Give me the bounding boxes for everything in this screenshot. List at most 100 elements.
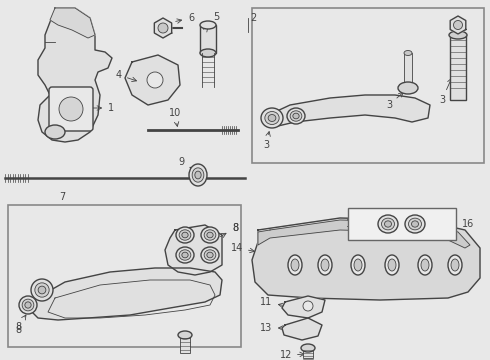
Ellipse shape [19,296,37,314]
Bar [348,208,456,240]
Ellipse shape [261,108,283,128]
Text: 15: 15 [345,219,358,229]
Text: 3: 3 [386,93,403,110]
Polygon shape [275,95,430,126]
Ellipse shape [290,111,302,121]
Text: 4: 4 [116,70,137,81]
Ellipse shape [200,49,216,57]
Ellipse shape [421,259,429,271]
Text: 10: 10 [169,108,181,126]
Polygon shape [258,220,470,248]
Bar [200,25,216,53]
Text: 2: 2 [250,13,256,23]
Polygon shape [282,318,322,340]
Ellipse shape [385,255,399,275]
Ellipse shape [451,259,459,271]
Bar [404,53,412,88]
Ellipse shape [351,255,365,275]
Ellipse shape [207,252,213,258]
Ellipse shape [201,227,219,243]
Ellipse shape [25,302,31,308]
Ellipse shape [378,215,398,233]
Text: 8: 8 [232,223,238,233]
Bar [252,8,484,163]
FancyBboxPatch shape [49,87,93,131]
Text: 11: 11 [260,297,283,307]
Ellipse shape [31,279,53,301]
Text: 1: 1 [88,103,114,113]
Polygon shape [50,8,95,38]
Ellipse shape [35,283,49,297]
Bar [450,35,466,100]
Ellipse shape [179,250,191,260]
Ellipse shape [382,218,394,230]
Ellipse shape [291,259,299,271]
Ellipse shape [182,232,188,238]
Ellipse shape [412,221,418,227]
Ellipse shape [195,171,201,179]
Ellipse shape [178,331,192,339]
Ellipse shape [354,259,362,271]
Ellipse shape [179,230,191,240]
Text: 5: 5 [203,12,219,32]
Ellipse shape [201,247,219,263]
Ellipse shape [388,259,396,271]
Ellipse shape [176,247,194,263]
Circle shape [147,72,163,88]
Ellipse shape [204,250,216,260]
Polygon shape [282,296,325,318]
Polygon shape [165,225,222,275]
Ellipse shape [418,255,432,275]
Text: 12: 12 [280,350,304,360]
Circle shape [454,21,463,30]
Text: 3: 3 [439,78,452,105]
Ellipse shape [318,255,332,275]
Ellipse shape [192,168,204,182]
Ellipse shape [200,21,216,29]
Ellipse shape [405,215,425,233]
Text: 15: 15 [347,219,373,229]
Ellipse shape [176,227,194,243]
Text: 8: 8 [15,325,21,335]
Text: 6: 6 [176,13,194,23]
Polygon shape [154,18,171,38]
Ellipse shape [449,31,467,39]
Polygon shape [125,55,180,105]
Ellipse shape [287,108,305,124]
Bar [8,205,241,347]
Bar [180,335,190,353]
Ellipse shape [448,255,462,275]
Ellipse shape [22,299,34,311]
Text: 13: 13 [260,323,283,333]
Text: 8: 8 [15,315,26,332]
Polygon shape [38,8,112,142]
Polygon shape [252,218,480,300]
Text: 8: 8 [220,223,238,238]
Ellipse shape [204,230,216,240]
Polygon shape [28,268,222,320]
Ellipse shape [385,221,392,227]
Ellipse shape [207,232,213,238]
Bar [303,348,313,358]
Text: 9: 9 [178,157,196,171]
Ellipse shape [38,286,46,294]
Ellipse shape [293,113,299,119]
Ellipse shape [398,82,418,94]
Text: 16: 16 [462,219,474,229]
Ellipse shape [268,114,276,122]
Ellipse shape [301,344,315,352]
Ellipse shape [409,218,421,230]
Ellipse shape [288,255,302,275]
Circle shape [158,23,168,33]
Ellipse shape [321,259,329,271]
Text: 7: 7 [59,192,65,202]
Ellipse shape [189,164,207,186]
Circle shape [303,301,313,311]
Text: 14: 14 [231,243,254,253]
Circle shape [59,97,83,121]
Text: 3: 3 [263,132,270,150]
Ellipse shape [404,50,412,55]
Ellipse shape [45,125,65,139]
Ellipse shape [182,252,188,258]
Polygon shape [450,16,466,34]
